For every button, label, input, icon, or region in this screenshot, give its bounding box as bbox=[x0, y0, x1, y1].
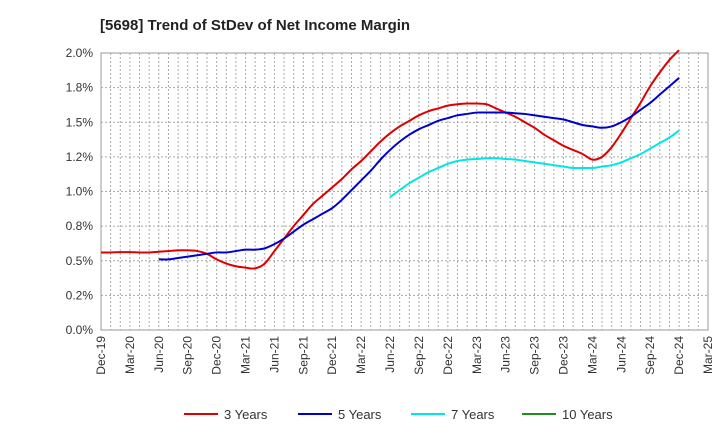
x-tick-label: Mar-20 bbox=[123, 336, 137, 374]
legend-label: 10 Years bbox=[562, 407, 613, 422]
x-tick-label: Jun-24 bbox=[614, 336, 628, 373]
series-lines bbox=[100, 49, 680, 270]
y-tick-label: 0.5% bbox=[66, 254, 94, 268]
legend: 3 Years 5 Years 7 Years 10 Years bbox=[184, 407, 613, 422]
y-tick-label: 1.0% bbox=[66, 185, 94, 199]
x-tick-label: Dec-20 bbox=[210, 336, 224, 375]
x-tick-label: Jun-22 bbox=[383, 336, 397, 373]
series-line-5-years bbox=[158, 77, 680, 261]
x-tick-label: Jun-21 bbox=[267, 336, 281, 373]
y-tick-label: 1.2% bbox=[66, 150, 94, 164]
y-tick-label: 0.0% bbox=[66, 323, 94, 337]
x-tick-label: Jun-20 bbox=[152, 336, 166, 373]
chart-grid bbox=[101, 52, 708, 331]
x-tick-label: Dec-19 bbox=[94, 336, 108, 375]
x-tick-label: Sep-21 bbox=[296, 336, 310, 375]
y-tick-label: 1.8% bbox=[66, 81, 94, 95]
plot-area bbox=[100, 52, 709, 331]
y-tick-label: 0.2% bbox=[66, 288, 94, 302]
y-tick-label: 1.5% bbox=[66, 115, 94, 129]
legend-label: 3 Years bbox=[224, 407, 268, 422]
y-axis: 0.0% 0.2% 0.5% 0.8% 1.0% 1.2% 1.5% 1.8% 2.0% bbox=[66, 46, 94, 337]
x-tick-label: Mar-25 bbox=[701, 336, 715, 374]
x-tick-label: Mar-24 bbox=[585, 336, 599, 374]
x-tick-label: Sep-20 bbox=[181, 336, 195, 375]
x-tick-label: Mar-23 bbox=[470, 336, 484, 374]
series-line-7-years bbox=[389, 129, 680, 198]
legend-label: 5 Years bbox=[338, 407, 382, 422]
legend-label: 7 Years bbox=[451, 407, 495, 422]
x-tick-label: Sep-23 bbox=[528, 336, 542, 375]
x-tick-label: Dec-22 bbox=[441, 336, 455, 375]
x-axis: Dec-19 Mar-20 Jun-20 Sep-20 Dec-20 Mar-21 Jun-… bbox=[94, 336, 715, 375]
x-tick-label: Jun-23 bbox=[499, 336, 513, 373]
x-tick-label: Dec-23 bbox=[556, 336, 570, 375]
y-tick-label: 2.0% bbox=[66, 46, 94, 60]
x-tick-label: Dec-24 bbox=[672, 336, 686, 375]
x-tick-label: Mar-22 bbox=[354, 336, 368, 374]
x-tick-label: Dec-21 bbox=[325, 336, 339, 375]
x-tick-label: Sep-22 bbox=[412, 336, 426, 375]
chart-title: [5698] Trend of StDev of Net Income Marg… bbox=[100, 17, 410, 34]
x-tick-label: Sep-24 bbox=[643, 336, 657, 375]
x-tick-label: Mar-21 bbox=[239, 336, 253, 374]
y-tick-label: 0.8% bbox=[66, 219, 94, 233]
series-line-3-years bbox=[100, 49, 680, 270]
